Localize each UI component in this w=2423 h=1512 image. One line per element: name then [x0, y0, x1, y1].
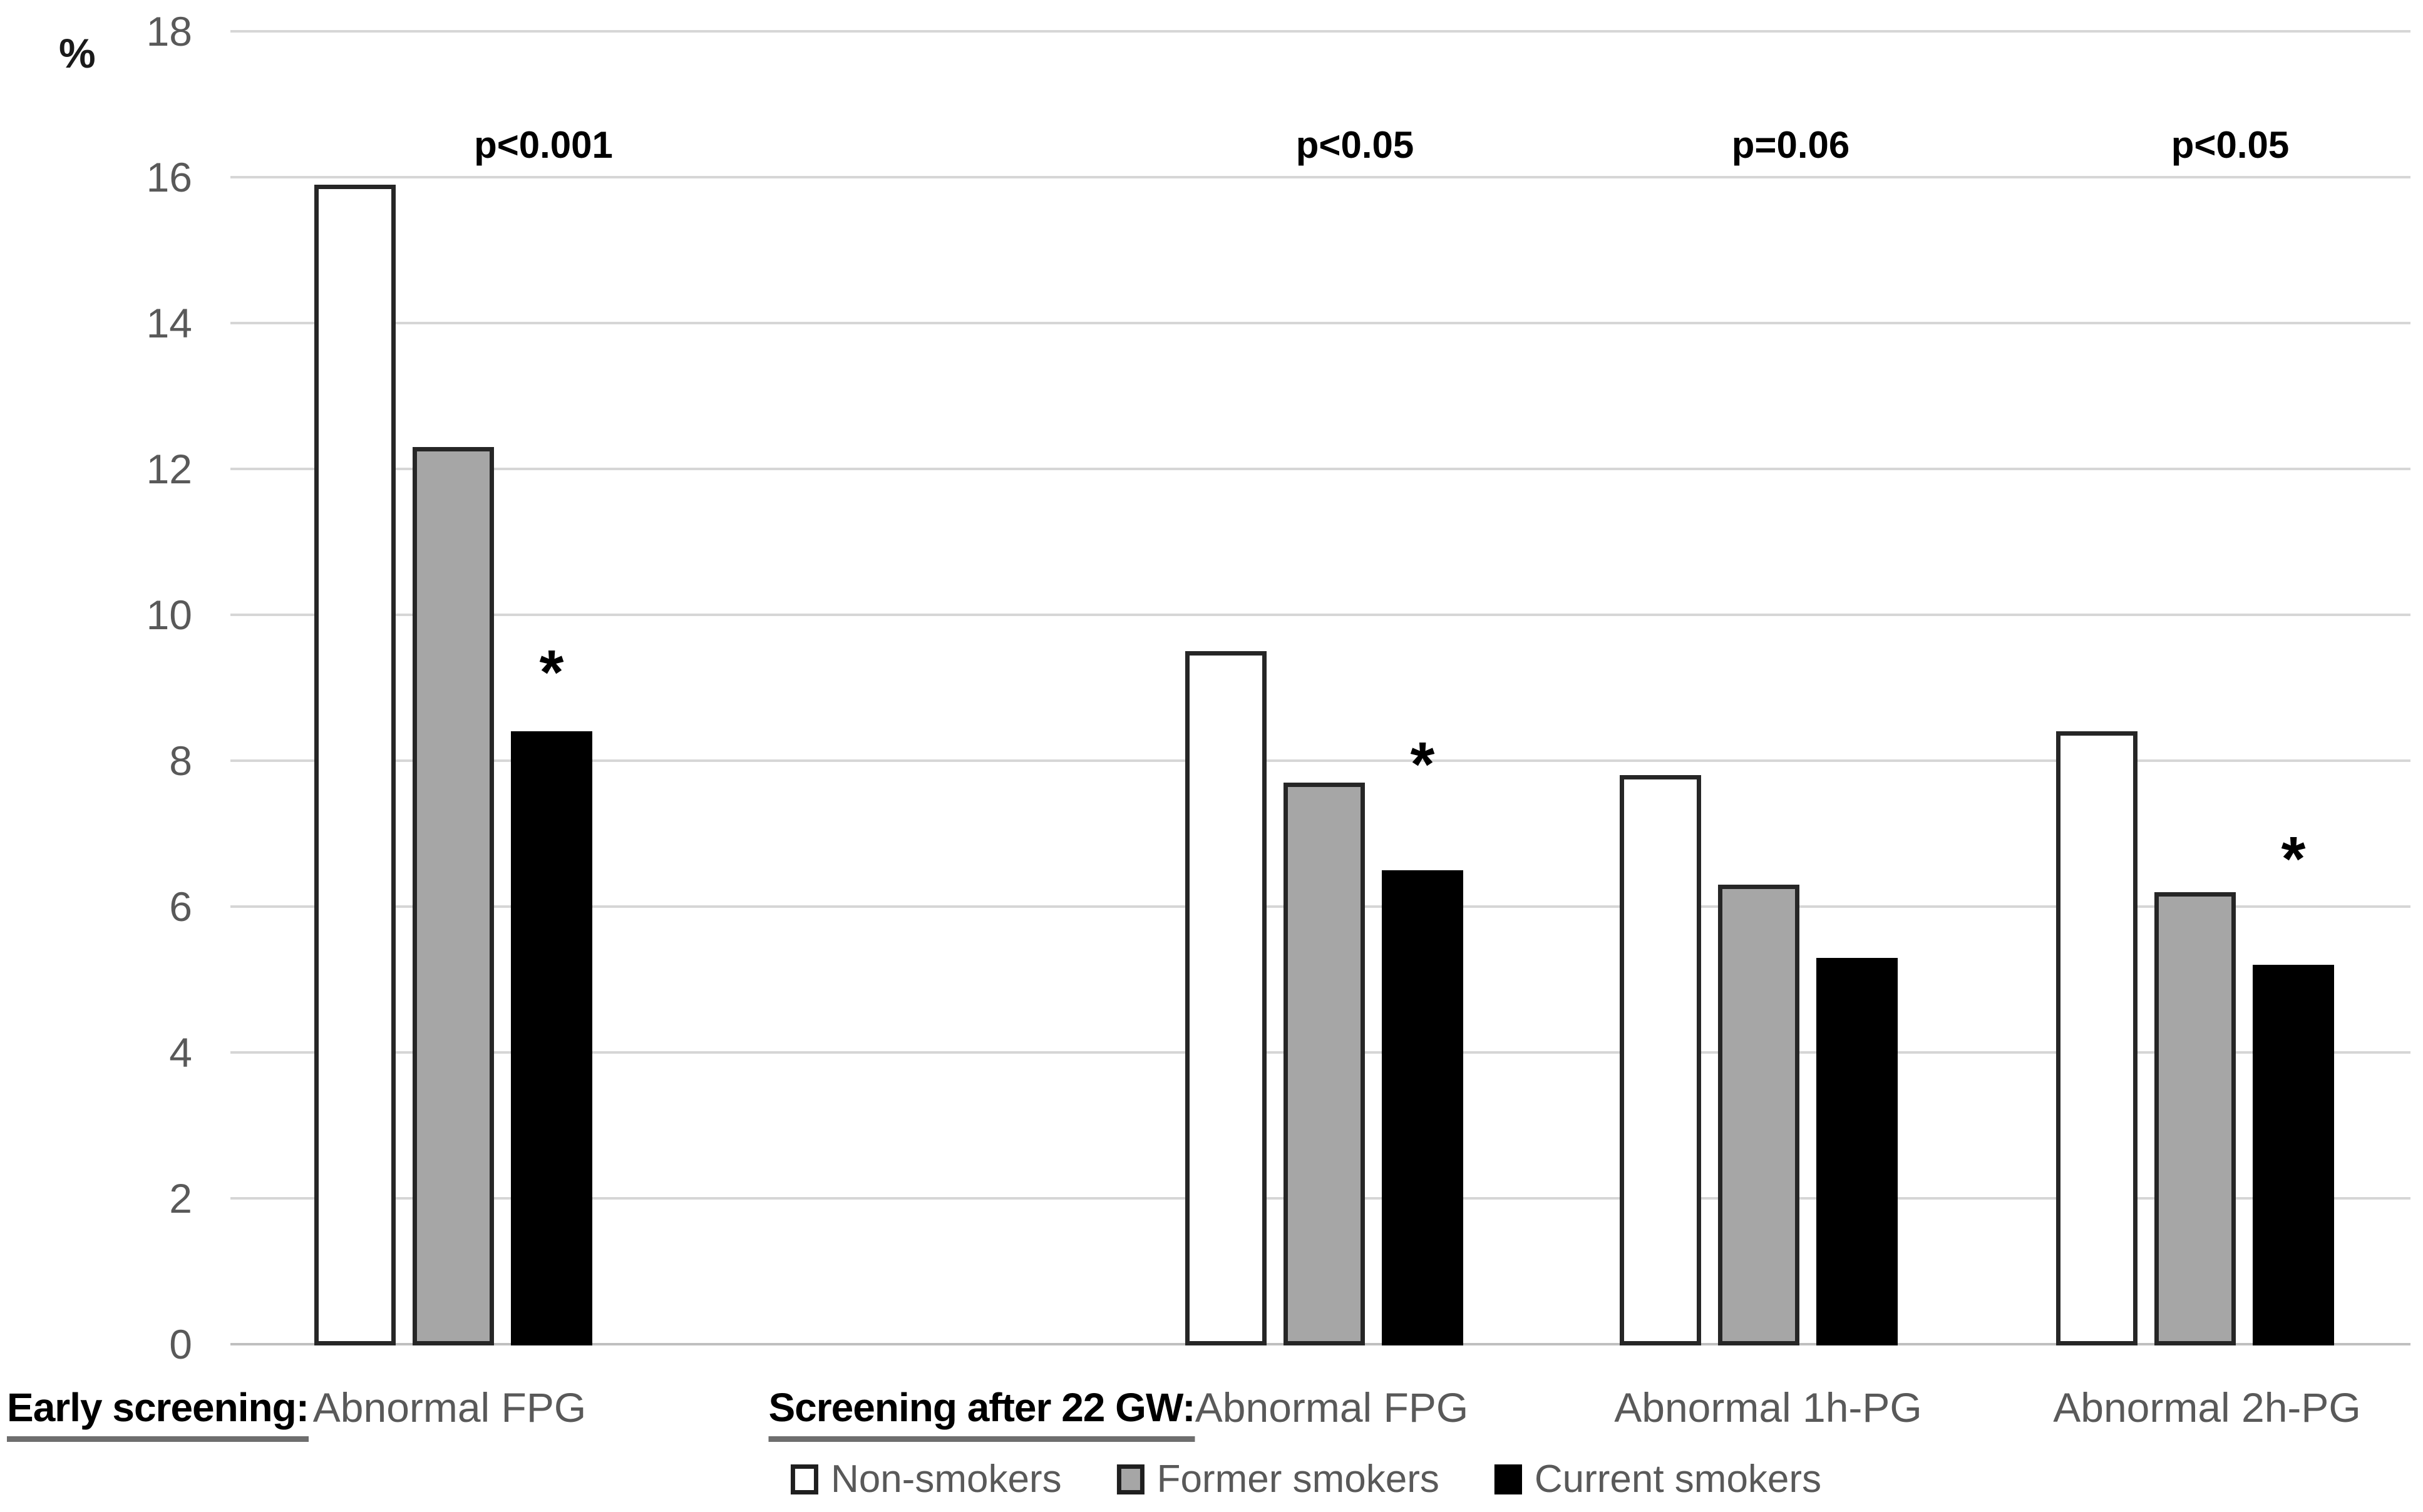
y-tick-label: 2: [169, 1175, 192, 1221]
p-value-label-group3: p=0.06: [1731, 124, 1850, 166]
x-axis-category-label-4: Abnormal 2h-PG: [2053, 1384, 2361, 1431]
y-tick-label: 8: [169, 738, 192, 784]
gridline: [230, 322, 2410, 324]
bar-non-smokers-group2: [1185, 651, 1267, 1345]
y-tick-label: 14: [146, 300, 192, 346]
y-axis-unit-label: %: [59, 30, 96, 76]
legend-label-former-smokers: Former smokers: [1156, 1458, 1439, 1501]
legend-swatch-current-smokers: [1494, 1464, 1522, 1494]
x-axis-section-label-2: Screening after 22 GW:: [768, 1385, 1196, 1442]
gridline: [230, 176, 2410, 178]
bar-former-smokers-group2: [1284, 782, 1365, 1345]
legend-item-current-smokers: Current smokers: [1494, 1460, 1821, 1499]
legend-item-former-smokers: Former smokers: [1116, 1458, 1439, 1501]
y-tick-label: 6: [169, 883, 192, 930]
bar-current-smokers-group2: [1382, 870, 1463, 1345]
bar-former-smokers-group4: [2154, 892, 2236, 1345]
bar-current-smokers-group3: [1816, 957, 1898, 1345]
y-tick-label: 16: [146, 154, 192, 200]
y-tick-label: 18: [146, 8, 192, 54]
legend-swatch-former-smokers: [1116, 1464, 1145, 1494]
significance-asterisk-group1: *: [539, 637, 564, 708]
bar-former-smokers-group1: [413, 447, 494, 1345]
y-tick-label: 10: [146, 592, 192, 638]
y-tick-label: 12: [146, 446, 192, 492]
gridline: [230, 759, 2410, 762]
y-tick-label: 0: [169, 1321, 192, 1367]
legend-swatch-non-smokers: [790, 1464, 818, 1494]
bar-former-smokers-group3: [1718, 885, 1799, 1345]
y-tick-label: 4: [169, 1029, 192, 1076]
p-value-label-group4: p<0.05: [2171, 124, 2290, 166]
x-axis-section-label-1: Early screening:: [7, 1385, 309, 1442]
x-axis-category-label-1: Abnormal FPG: [312, 1384, 587, 1431]
bar-non-smokers-group1: [314, 184, 396, 1345]
x-axis-category-label-3: Abnormal 1h-PG: [1614, 1384, 1922, 1431]
gridline: [230, 30, 2410, 33]
bar-non-smokers-group3: [1620, 775, 1701, 1345]
significance-asterisk-group4: *: [2281, 824, 2306, 895]
p-value-label-group2: p<0.05: [1295, 124, 1414, 166]
bar-non-smokers-group4: [2056, 731, 2137, 1345]
bar-current-smokers-group1: [511, 731, 592, 1345]
significance-asterisk-group2: *: [1410, 729, 1435, 800]
gridline: [230, 614, 2410, 616]
legend: Non-smokers Former smokers Current smokers: [790, 1458, 1821, 1501]
p-value-label-group1: p<0.001: [474, 124, 613, 166]
legend-item-non-smokers: Non-smokers: [790, 1458, 1062, 1501]
bar-current-smokers-group4: [2253, 965, 2334, 1345]
legend-label-current-smokers: Current smokers: [1534, 1458, 1822, 1501]
legend-label-non-smokers: Non-smokers: [830, 1458, 1062, 1501]
gridline: [230, 468, 2410, 470]
x-axis-category-label-2: Abnormal FPG: [1195, 1384, 1469, 1431]
